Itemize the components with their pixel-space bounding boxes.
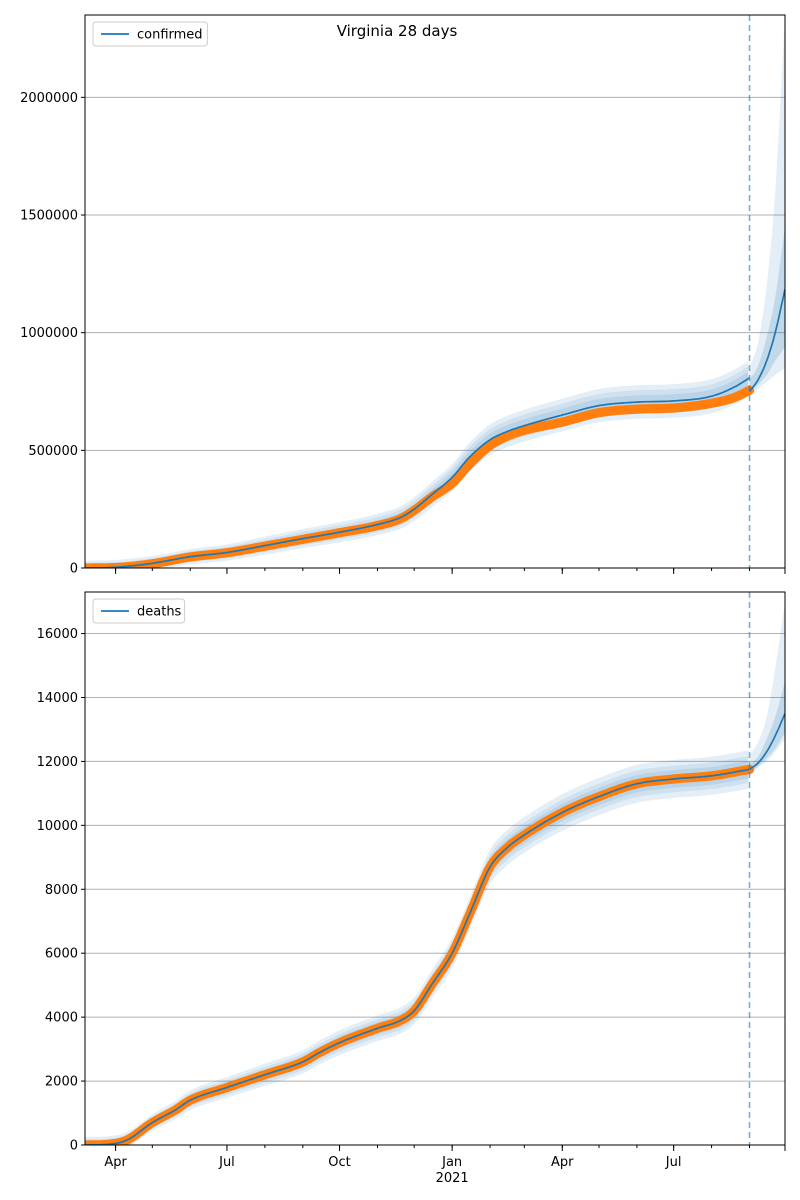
y-tick-label: 1000000 — [20, 326, 78, 341]
x-tick-label: Jan — [441, 1155, 462, 1170]
confirmed-panel: 0 500000 1000000 1500000 2000000 confirmed — [20, 14, 786, 577]
x-tick-label: Jul — [665, 1155, 682, 1170]
x-tick-label: Oct — [328, 1155, 350, 1170]
axes-frame — [84, 591, 786, 1146]
axes-frame — [84, 14, 786, 569]
y-tick-label: 2000000 — [20, 91, 78, 106]
x-tick-label: Jul — [218, 1155, 235, 1170]
y-tick-label: 10000 — [37, 819, 78, 834]
legend-box — [92, 598, 186, 624]
y-tick-label: 0 — [70, 562, 78, 577]
plot-area — [85, 15, 785, 568]
x-tick-label: Apr — [551, 1155, 574, 1170]
y-tick-label: 14000 — [37, 691, 78, 706]
legend-box — [92, 21, 208, 47]
y-tick-label: 4000 — [45, 1011, 78, 1026]
forecast-band-95 — [749, 15, 785, 397]
history-band-outer — [85, 750, 749, 1145]
model-line — [85, 377, 750, 568]
deaths-panel: 0 2000 4000 6000 8000 10000 12000 14000 16000 Apr… — [37, 591, 786, 1186]
forecast-line — [748, 288, 785, 393]
legend: confirmed — [92, 21, 208, 47]
y-tick-label: 12000 — [37, 755, 78, 770]
x-tick-label: Apr — [104, 1155, 127, 1170]
plot-area — [85, 601, 785, 1145]
figure-title: Virginia 28 days — [337, 22, 458, 40]
x-tick-sublabel: 2021 — [436, 1171, 469, 1186]
forecast-band-50 — [749, 681, 785, 773]
y-tick-label: 1500000 — [20, 209, 78, 224]
forecast-line — [749, 713, 785, 771]
y-tick-label: 6000 — [45, 947, 78, 962]
model-line — [85, 768, 750, 1145]
y-tick-label: 500000 — [28, 444, 78, 459]
legend-label: deaths — [137, 605, 182, 620]
y-tick-label: 8000 — [45, 883, 78, 898]
y-tick-label: 16000 — [37, 627, 78, 642]
forecast-band-50 — [749, 226, 785, 394]
legend: deaths — [92, 598, 186, 624]
legend-label: confirmed — [137, 28, 203, 43]
observed-series — [85, 385, 755, 568]
y-tick-label: 0 — [70, 1139, 78, 1154]
y-tick-label: 2000 — [45, 1075, 78, 1090]
